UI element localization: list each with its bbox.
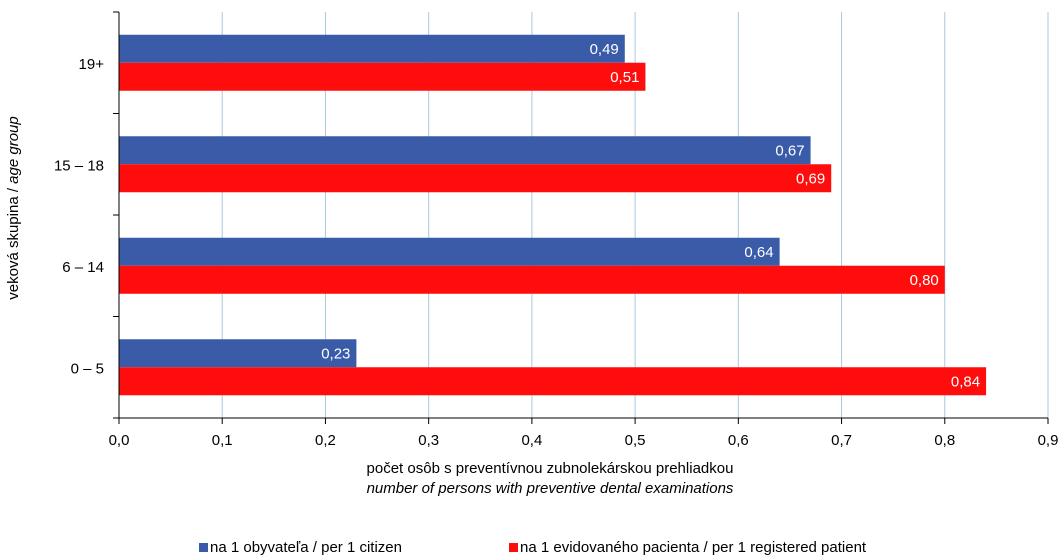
bar (119, 63, 645, 91)
legend-swatch-patient (509, 543, 518, 552)
x-tick-label: 0,6 (728, 432, 749, 449)
bar-value-label: 0,49 (590, 41, 619, 58)
bar (119, 266, 945, 294)
legend-item-patient: na 1 evidovaného pacienta / per 1 regist… (509, 539, 866, 556)
x-tick-label: 0,9 (1038, 432, 1059, 449)
x-tick-labels: 0,0 0,1 0,2 0,3 0,4 0,5 0,6 0,7 0,8 0,9 (109, 432, 1059, 449)
x-tick-label: 0,4 (521, 432, 542, 449)
y-tick-label: 19+ (79, 56, 105, 73)
bar (119, 136, 811, 164)
x-tick-label: 0,5 (625, 432, 646, 449)
bar-value-label: 0,69 (796, 170, 825, 187)
bar-value-label: 0,84 (951, 373, 980, 390)
bars: 0,23 0,84 0,64 0,80 0,67 0,69 0,49 0,51 (119, 35, 986, 396)
y-tick-label: 0 – 5 (71, 360, 104, 377)
bar (119, 164, 831, 192)
x-tick-label: 0,2 (315, 432, 336, 449)
x-tick-label: 0,8 (934, 432, 955, 449)
x-tick-label: 0,0 (109, 432, 130, 449)
legend-label-patient: na 1 evidovaného pacienta / per 1 regist… (520, 539, 866, 556)
bar-value-label: 0,23 (321, 345, 350, 362)
bar-value-label: 0,80 (910, 272, 939, 289)
legend-swatch-citizen (199, 543, 208, 552)
bar-value-label: 0,51 (610, 69, 639, 86)
x-tick-label: 0,1 (212, 432, 233, 449)
y-tick-labels: 0 – 5 6 – 14 15 – 18 19+ (54, 56, 104, 378)
bar-value-label: 0,67 (775, 142, 804, 159)
bar (119, 367, 986, 395)
y-axis-label-italic: age group (5, 116, 22, 184)
y-tick-label: 6 – 14 (62, 259, 104, 276)
bar-value-label: 0,64 (744, 244, 773, 261)
x-axis-label-line1: počet osôb s preventívnou zubnolekárskou… (200, 460, 900, 477)
x-tick-label: 0,7 (831, 432, 852, 449)
legend-label-citizen: na 1 obyvateľa / per 1 citizen (210, 539, 402, 556)
x-tick-label: 0,3 (418, 432, 439, 449)
bar (119, 35, 625, 63)
y-tick-label: 15 – 18 (54, 157, 104, 174)
y-axis-label: veková skupina / age group (5, 116, 22, 299)
y-axis-label-prefix: veková skupina / (5, 184, 22, 300)
x-axis-label-line2: number of persons with preventive dental… (200, 480, 900, 497)
legend-item-citizen: na 1 obyvateľa / per 1 citizen (199, 539, 402, 556)
bar (119, 238, 780, 266)
